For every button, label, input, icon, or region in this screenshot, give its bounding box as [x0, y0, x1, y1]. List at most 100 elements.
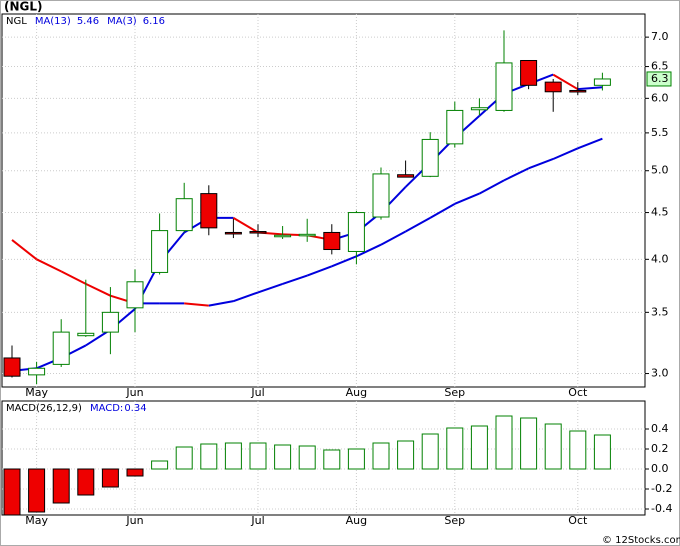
candle-body: [544, 81, 562, 93]
bar: [397, 440, 415, 470]
ma-segment: [331, 255, 357, 268]
bar: [249, 442, 267, 470]
bar: [200, 443, 218, 470]
panel-title: MACD(26,12,9): [6, 403, 82, 414]
bar: [274, 444, 292, 470]
bar: [593, 434, 611, 470]
bar: [175, 446, 193, 470]
y-tick-label: 0.2: [651, 442, 669, 455]
legend-name: MACD:: [90, 403, 123, 414]
bar: [520, 417, 538, 470]
ma-segment: [60, 270, 87, 285]
y-tick-label: 3.0: [651, 367, 669, 380]
candle-body: [28, 367, 46, 376]
candle-body: [347, 212, 365, 252]
candle-body: [126, 281, 144, 309]
chart-title: (NGL): [4, 0, 43, 14]
ma-segment: [552, 73, 579, 91]
ma-segment: [282, 274, 308, 285]
x-tick-label: Jul: [250, 386, 264, 399]
ma-segment: [429, 202, 456, 219]
ma-segment: [257, 282, 283, 294]
ma-segment: [405, 217, 431, 233]
y-tick-label: 4.5: [651, 206, 669, 219]
legend-value: 0.34: [124, 403, 146, 414]
candle-body: [323, 231, 341, 251]
ma-segment: [528, 158, 554, 170]
bar: [470, 425, 488, 470]
x-tick-label: Aug: [346, 386, 367, 399]
ma-segment: [380, 230, 407, 246]
bar: [347, 448, 365, 470]
x-tick-label: Oct: [568, 514, 588, 527]
y-tick-label: -0.4: [651, 502, 672, 515]
ma-segment: [503, 167, 530, 182]
ma-segment: [577, 137, 603, 150]
candle-body: [52, 331, 70, 365]
x-tick-label: Jun: [125, 514, 143, 527]
legend-value: 6.16: [143, 16, 165, 27]
x-tick-label: May: [25, 386, 48, 399]
bar: [372, 442, 390, 470]
x-tick-label: Oct: [568, 386, 588, 399]
bar: [28, 468, 46, 513]
legend-name: MA(13): [35, 16, 71, 27]
ma-segment: [454, 192, 480, 205]
bar: [446, 427, 464, 470]
ma-segment: [184, 302, 209, 307]
bar: [77, 468, 95, 496]
ma-segment: [478, 179, 505, 195]
candle-body: [520, 59, 538, 86]
candle-body: [3, 357, 21, 377]
candle-body: [446, 109, 464, 145]
ma-segment: [233, 291, 259, 303]
x-tick-label: Sep: [444, 514, 465, 527]
candle-body: [151, 230, 169, 273]
y-tick-label: 4.0: [651, 252, 669, 265]
y-tick-label: 0.4: [651, 422, 669, 435]
y-tick-label: 0.0: [651, 462, 669, 475]
bar: [126, 468, 144, 477]
x-tick-label: May: [25, 514, 48, 527]
ma-segment: [232, 217, 259, 234]
candle-body: [200, 193, 218, 229]
y-tick-label: 6.0: [651, 91, 669, 104]
x-tick-label: Jul: [250, 514, 264, 527]
legend-value: 5.46: [77, 16, 99, 27]
last-price-box: [646, 71, 672, 87]
ma-segment: [208, 300, 234, 307]
ma-segment: [85, 282, 111, 297]
y-tick-label: -0.2: [651, 482, 672, 495]
candle-body: [569, 89, 587, 93]
y-tick-label: 7.0: [651, 30, 669, 43]
x-tick-label: Aug: [346, 514, 367, 527]
bar: [569, 430, 587, 470]
candle-body: [372, 173, 390, 218]
candle-body: [274, 234, 292, 238]
candle-body: [421, 138, 439, 177]
bar: [421, 433, 439, 470]
ma-segment: [11, 239, 38, 261]
ma-segment: [552, 147, 579, 160]
bar: [298, 445, 316, 470]
last-price-label: 6.3: [651, 72, 669, 85]
candle-body: [77, 332, 95, 337]
legend-ticker: NGL: [6, 16, 27, 27]
ma-segment: [577, 86, 603, 91]
bar: [3, 468, 21, 516]
bar: [544, 423, 562, 470]
candle-body: [249, 231, 267, 234]
bar: [495, 415, 513, 470]
y-tick-label: 3.5: [651, 305, 669, 318]
bar: [323, 449, 341, 470]
candle-body: [397, 174, 415, 178]
candle-body: [470, 107, 488, 111]
footer: © 12Stocks.com: [602, 535, 680, 546]
bar: [101, 468, 119, 488]
y-tick-label: 5.0: [651, 164, 669, 177]
x-tick-label: Sep: [444, 386, 465, 399]
candle-body: [495, 62, 513, 111]
bar: [224, 442, 242, 470]
ma-segment: [36, 258, 62, 273]
